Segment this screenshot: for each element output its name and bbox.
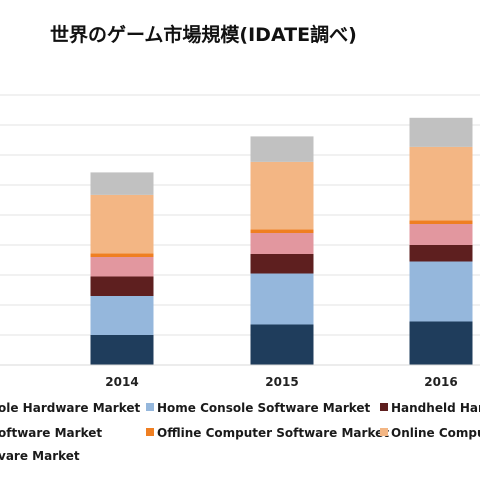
x-tick-labels: 2014 2015 2016 bbox=[105, 375, 457, 389]
bar-2014-segment-3 bbox=[90, 257, 154, 277]
bar-2014-segment-2 bbox=[90, 276, 154, 296]
bar-2016-segment-2 bbox=[409, 245, 473, 262]
gridlines bbox=[0, 94, 480, 336]
bar-2015-segment-0 bbox=[250, 324, 314, 365]
bar-2016-segment-1 bbox=[409, 261, 473, 322]
bar-2014-segment-5 bbox=[90, 194, 154, 254]
bar-2016-segment-4 bbox=[409, 220, 473, 224]
legend-label: ole Hardware Market bbox=[0, 401, 140, 415]
bar-2015-segment-5 bbox=[250, 161, 314, 230]
bar-2016-segment-3 bbox=[409, 224, 473, 245]
legend-marker bbox=[146, 403, 154, 411]
bar-2014-segment-4 bbox=[90, 253, 154, 257]
legend-label: Offline Computer Software Market bbox=[157, 426, 389, 440]
legend-label: vare Market bbox=[0, 449, 80, 463]
legend-label: oftware Market bbox=[0, 426, 102, 440]
x-tick-label: 2016 bbox=[424, 375, 457, 389]
bar-2015-segment-3 bbox=[250, 233, 314, 254]
legend-label: Handheld Harc bbox=[391, 401, 480, 415]
bar-2016-segment-0 bbox=[409, 321, 473, 365]
legend-marker bbox=[380, 428, 388, 436]
bar-2016-segment-5 bbox=[409, 146, 473, 221]
bar-2015-segment-6 bbox=[250, 136, 314, 162]
legend-label: Online Compu bbox=[391, 426, 480, 440]
bar-2015-segment-1 bbox=[250, 273, 314, 325]
bar-2015-segment-4 bbox=[250, 229, 314, 233]
bar-2014-segment-1 bbox=[90, 296, 154, 335]
legend-marker bbox=[146, 428, 154, 436]
legend: ole Hardware Market Home Console Software… bbox=[0, 401, 480, 463]
bar-stacks bbox=[90, 117, 473, 365]
bar-2015-segment-2 bbox=[250, 254, 314, 274]
legend-marker bbox=[380, 403, 388, 411]
x-tick-label: 2015 bbox=[265, 375, 298, 389]
chart-title: 世界のゲーム市場規模(IDATE調べ) bbox=[50, 24, 357, 46]
legend-label: Home Console Software Market bbox=[157, 401, 371, 415]
bar-2016-segment-6 bbox=[409, 117, 473, 147]
x-tick-label: 2014 bbox=[105, 375, 138, 389]
bar-2014-segment-0 bbox=[90, 335, 154, 365]
bar-2014-segment-6 bbox=[90, 172, 154, 195]
